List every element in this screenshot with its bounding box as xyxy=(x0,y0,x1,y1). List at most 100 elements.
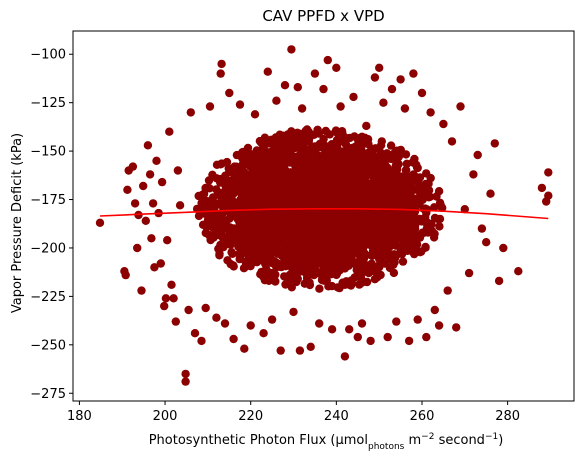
data-point xyxy=(353,332,362,342)
data-point xyxy=(345,233,354,242)
data-point xyxy=(490,139,499,148)
data-point xyxy=(371,159,380,168)
data-point xyxy=(235,232,244,241)
data-point xyxy=(201,228,210,238)
data-point xyxy=(163,236,172,245)
data-point xyxy=(249,227,258,236)
data-point xyxy=(358,246,367,256)
data-point xyxy=(276,346,285,355)
data-point xyxy=(346,201,356,210)
data-point xyxy=(327,143,337,153)
data-point xyxy=(281,185,291,195)
data-point xyxy=(246,321,255,330)
data-point xyxy=(320,266,330,276)
x-tick-label: 220 xyxy=(238,409,263,424)
data-point xyxy=(426,173,435,183)
data-point xyxy=(409,69,418,78)
data-point xyxy=(249,172,259,181)
data-point xyxy=(263,67,272,76)
data-point xyxy=(260,133,270,142)
data-point xyxy=(340,264,350,273)
x-axis-label: Photosynthetic Photon Flux (μmolphotons … xyxy=(149,432,504,452)
data-point xyxy=(447,137,457,146)
data-point xyxy=(205,200,215,209)
data-point xyxy=(386,184,395,194)
data-point xyxy=(397,216,406,225)
data-point xyxy=(370,73,380,82)
data-point xyxy=(386,141,396,150)
data-point xyxy=(281,280,290,289)
y-tick-label: −175 xyxy=(30,193,66,208)
data-point xyxy=(278,203,287,212)
data-point xyxy=(375,63,384,72)
data-point xyxy=(429,233,439,242)
data-point xyxy=(360,262,369,272)
data-point xyxy=(350,216,360,225)
data-point xyxy=(424,193,433,202)
data-point xyxy=(340,352,350,361)
data-point xyxy=(417,216,426,225)
data-point xyxy=(415,184,425,194)
data-point xyxy=(344,169,353,178)
data-point xyxy=(310,245,320,254)
data-point xyxy=(396,247,405,256)
data-point xyxy=(391,161,401,170)
data-point xyxy=(321,231,331,240)
data-point xyxy=(439,119,448,129)
data-point xyxy=(190,329,200,338)
data-point xyxy=(303,227,312,236)
data-point xyxy=(369,266,379,276)
data-point xyxy=(374,144,383,153)
data-point xyxy=(288,272,298,281)
data-point xyxy=(156,259,165,268)
data-point xyxy=(338,227,347,237)
data-point xyxy=(313,125,322,134)
data-point xyxy=(469,170,478,179)
data-point xyxy=(267,315,277,324)
data-point xyxy=(300,177,310,187)
data-point xyxy=(398,257,408,266)
data-point xyxy=(240,210,250,219)
data-point xyxy=(354,224,363,233)
data-point xyxy=(148,199,158,208)
data-point xyxy=(184,305,193,315)
data-point xyxy=(331,126,341,135)
data-point xyxy=(250,180,259,190)
x-axis-label-sup-1: −2 xyxy=(421,432,434,442)
data-point xyxy=(322,198,331,207)
data-point xyxy=(291,203,301,212)
points-layer xyxy=(95,45,553,386)
data-point xyxy=(238,163,247,173)
data-point xyxy=(318,168,327,178)
data-point xyxy=(436,201,445,211)
x-tick-label: 240 xyxy=(324,409,349,424)
data-point xyxy=(175,201,185,210)
data-point xyxy=(350,132,359,141)
data-point xyxy=(411,216,420,225)
data-point xyxy=(266,179,275,188)
data-point xyxy=(357,319,367,328)
data-point xyxy=(387,84,397,94)
data-point xyxy=(224,164,233,173)
data-point xyxy=(514,267,523,276)
data-point xyxy=(367,145,377,155)
data-point xyxy=(406,188,416,197)
data-point xyxy=(239,264,249,273)
data-point xyxy=(332,167,341,176)
data-point xyxy=(317,210,326,220)
data-point xyxy=(173,166,183,175)
data-point xyxy=(232,184,242,194)
data-point xyxy=(121,270,130,280)
data-point xyxy=(404,336,414,346)
data-point xyxy=(268,211,277,220)
chart-title: CAV PPFD x VPD xyxy=(262,7,384,25)
data-point xyxy=(270,143,279,152)
data-point xyxy=(130,199,140,208)
data-point xyxy=(303,147,312,156)
data-point xyxy=(385,153,395,163)
data-point xyxy=(280,81,290,90)
data-point xyxy=(410,249,419,259)
data-point xyxy=(330,267,339,276)
data-point xyxy=(337,160,347,169)
